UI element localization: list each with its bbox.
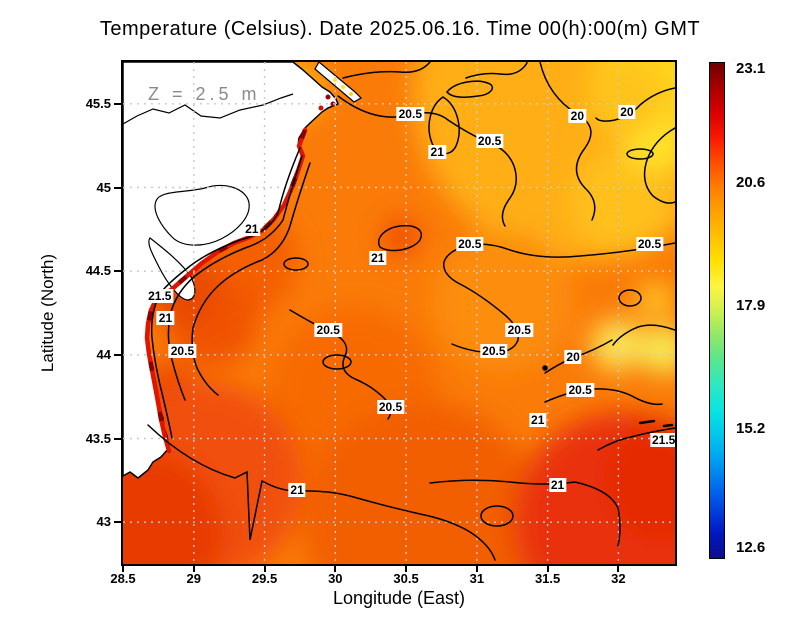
colorbar-tick-label: 12.6 [736, 538, 766, 556]
x-tick-label: 29 [186, 571, 201, 586]
x-tick-label: 29.5 [251, 571, 278, 586]
map-plot: Z = 2.5 m 20.5 21 20.5 20 20 20.5 21 20.5 21 21.5… [121, 60, 677, 566]
colorbar [709, 62, 725, 559]
x-tick [122, 565, 124, 572]
y-tick-label: 44.5 [85, 263, 111, 279]
contour-label: 20.5 [505, 322, 533, 337]
lagoon-spit-outline [148, 237, 196, 301]
contour-label: 21 [156, 311, 175, 326]
y-tick [114, 437, 121, 440]
contour-label: 20.5 [480, 344, 508, 359]
temperature-map [123, 62, 675, 564]
y-tick-label: 45 [96, 179, 111, 195]
contour-label: 21 [548, 478, 567, 493]
y-tick-label: 45.5 [85, 95, 111, 111]
colorbar-gradient [710, 63, 724, 558]
delta-spit [314, 62, 362, 103]
y-tick-label: 43 [96, 514, 111, 530]
y-tick [114, 186, 121, 189]
colorbar-tick-label: 17.9 [736, 297, 766, 315]
x-tick [192, 565, 195, 572]
x-tick [475, 565, 478, 572]
x-tick [405, 565, 408, 572]
grid-lines [123, 62, 675, 564]
contour-label: 21 [243, 222, 261, 237]
x-tick [617, 565, 620, 572]
contour-label: 21.5 [649, 433, 676, 448]
x-axis-title: Longitude (East) [332, 588, 466, 608]
x-tick-label: 28.5 [110, 571, 136, 586]
contour-label: 20.5 [566, 382, 594, 397]
contour-label: 21 [428, 145, 446, 160]
lagoon-outline [154, 184, 250, 246]
x-tick-label: 32 [611, 571, 626, 586]
contour-label: 21 [288, 483, 306, 498]
contour-label: 20.5 [376, 399, 405, 414]
x-tick [334, 565, 337, 572]
contour-label: 21.5 [146, 289, 174, 304]
y-tick [114, 521, 121, 524]
contour-label: 20.5 [168, 344, 197, 359]
y-tick-label: 43.5 [85, 430, 111, 446]
contour-label: 20.5 [314, 322, 342, 337]
x-tick [546, 565, 549, 572]
depth-annotation: Z = 2.5 m [148, 84, 261, 104]
contour-label: 21 [529, 413, 547, 428]
contour-label: 21 [369, 250, 387, 265]
contour-label: 20 [568, 108, 587, 123]
y-tick [114, 270, 121, 273]
plot-title: Temperature (Celsius). Date 2025.06.16. … [99, 18, 701, 40]
y-tick [114, 102, 121, 105]
contour-label: 20.5 [635, 237, 664, 252]
contour-label: 20.5 [396, 106, 424, 121]
y-axis-title: Latitude (North) [38, 253, 57, 373]
x-tick-label: 31.5 [534, 571, 561, 586]
y-tick-label: 44 [96, 346, 111, 362]
colorbar-tick-label: 23.1 [736, 59, 766, 77]
contour-label: 20.5 [456, 237, 484, 252]
y-tick [114, 353, 121, 356]
contour-label: 20.5 [475, 133, 504, 148]
x-tick-label: 30 [328, 571, 343, 586]
colorbar-tick-label: 15.2 [736, 420, 766, 438]
x-tick-label: 31 [469, 571, 485, 586]
colorbar-tick-label: 20.6 [736, 173, 766, 191]
x-tick [263, 565, 266, 572]
x-tick-label: 30.5 [393, 571, 419, 586]
contour-label: 20 [564, 349, 582, 364]
river-arm [123, 93, 294, 125]
contour-label: 20 [618, 105, 636, 120]
